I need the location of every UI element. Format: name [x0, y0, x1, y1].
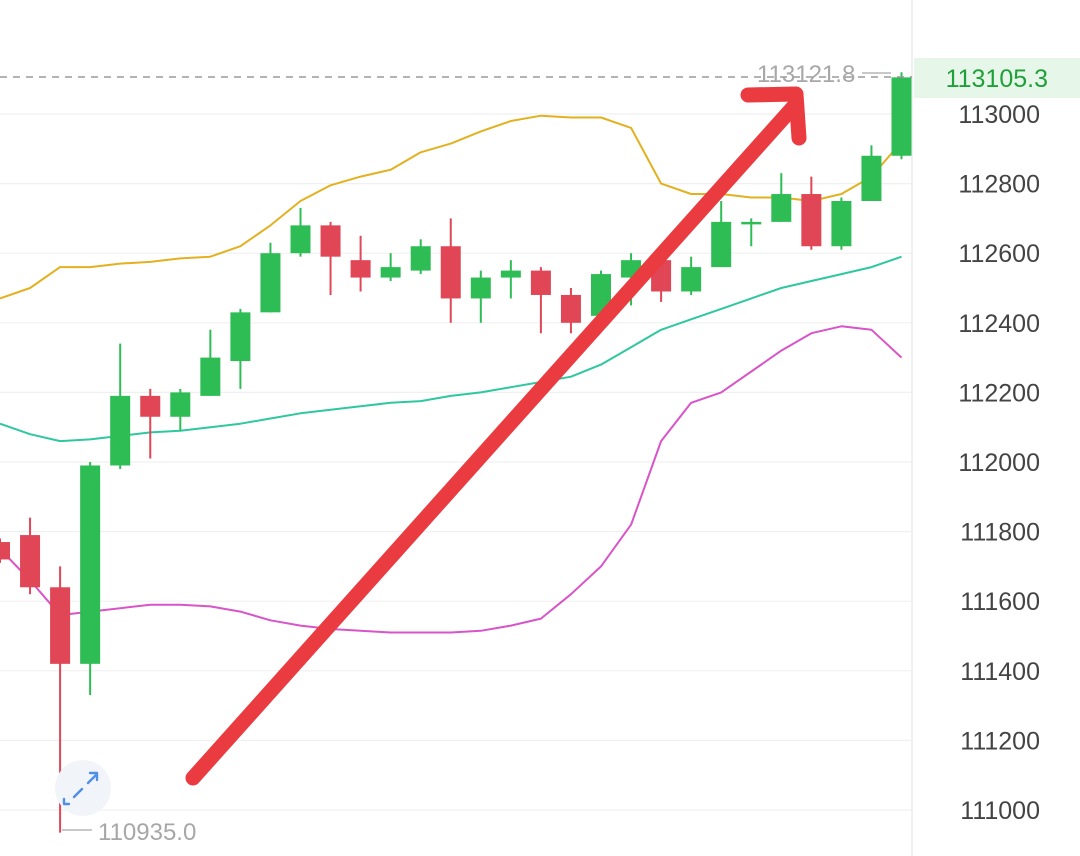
candle-body [260, 253, 281, 313]
trend-arrow [185, 86, 807, 786]
expand-icon [62, 771, 99, 806]
candle-body [80, 465, 101, 664]
candle [350, 235, 371, 292]
candle-body [681, 267, 702, 292]
candle [20, 517, 41, 595]
candle [861, 145, 882, 201]
candle-body [560, 294, 581, 323]
candle [140, 388, 161, 459]
candle [711, 201, 732, 268]
candle-body [500, 270, 521, 278]
candle-body [50, 587, 71, 664]
candle [560, 288, 581, 334]
candle-body [230, 312, 251, 362]
candle-body [861, 155, 882, 201]
candle [80, 462, 101, 696]
candle [260, 242, 281, 313]
candle-body [140, 395, 161, 417]
y-tick-label: 111200 [960, 727, 1040, 755]
indicator-line-3 [0, 325, 903, 634]
candle-body [20, 535, 41, 588]
candle [440, 218, 461, 323]
candle-body [350, 260, 371, 278]
candle-body [320, 225, 341, 257]
candles [0, 72, 912, 833]
candle [380, 253, 401, 282]
candle-body [801, 194, 822, 247]
expand-chart-button[interactable] [55, 760, 111, 816]
y-tick-label: 111000 [960, 797, 1040, 825]
candle [290, 207, 311, 257]
candle [530, 267, 551, 334]
candle [320, 221, 341, 295]
y-tick-label: 111600 [960, 588, 1040, 616]
candle-body [110, 395, 131, 466]
candle-body [711, 221, 732, 268]
high-price-label: 113121.8 [757, 61, 855, 88]
candle-body [771, 194, 792, 222]
last-price-tag: 113105.3 [946, 65, 1048, 93]
candle-body [470, 277, 491, 299]
candle-body [290, 225, 311, 254]
candle-body [410, 246, 431, 271]
candle-body [741, 221, 762, 225]
candle-body [440, 246, 461, 299]
indicator-line-1 [0, 114, 903, 300]
candle [470, 270, 491, 323]
candle [200, 329, 221, 396]
candle-body [380, 267, 401, 278]
candle [110, 343, 131, 469]
candle-body [200, 357, 221, 396]
grid-lines [0, 113, 912, 811]
candle [681, 256, 702, 295]
candle-body [0, 542, 10, 560]
last-price-tag-bg [914, 58, 1080, 98]
candle-body [891, 77, 912, 156]
candle-body [170, 392, 191, 417]
candle [741, 218, 762, 247]
candle [831, 197, 852, 250]
y-tick-label: 113000 [958, 101, 1040, 129]
y-tick-label: 112000 [958, 449, 1040, 477]
price-axis: 113000 112800 112600 112400 112200 112000 1118… [958, 101, 1040, 825]
low-price-label: 110935.0 [98, 819, 196, 846]
indicator-lines [0, 114, 903, 634]
candle [170, 388, 191, 431]
y-tick-label: 112400 [958, 310, 1040, 338]
candle-body [831, 201, 852, 247]
y-tick-label: 112200 [958, 379, 1040, 407]
y-tick-label: 111400 [960, 658, 1040, 686]
candle [891, 72, 912, 160]
candle [230, 308, 251, 389]
y-tick-label: 112800 [958, 171, 1040, 199]
candle [801, 176, 822, 250]
y-tick-label: 111800 [960, 519, 1040, 547]
candle [410, 239, 431, 275]
y-tick-label: 112600 [958, 240, 1040, 268]
candle-body [530, 270, 551, 295]
candle [0, 538, 10, 563]
candle [771, 173, 792, 222]
candle [500, 260, 521, 299]
